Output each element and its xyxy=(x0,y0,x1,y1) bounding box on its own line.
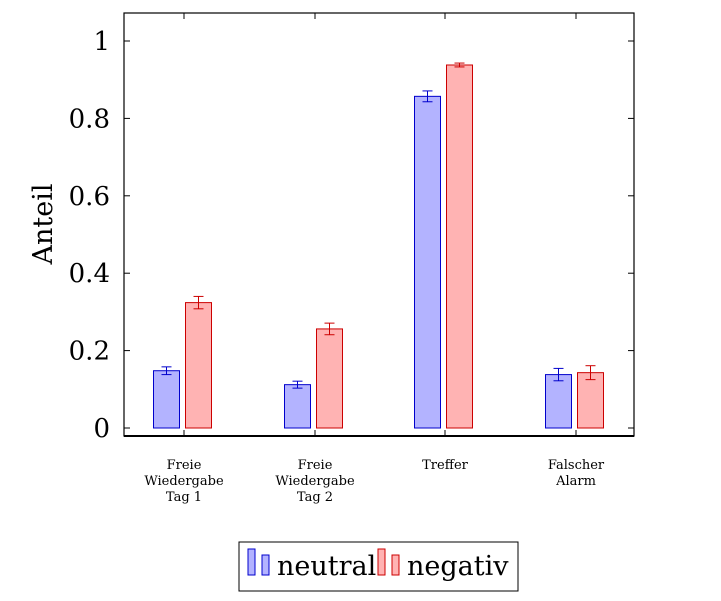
y-axis-label: Anteil xyxy=(28,184,59,266)
y-tick-label: 0.4 xyxy=(69,259,110,289)
category-label: Wiedergabe xyxy=(275,474,355,489)
x-axis-ticks xyxy=(183,13,577,436)
bar-neutral xyxy=(414,95,441,429)
category-label: Freie xyxy=(298,458,333,473)
bar-negativ xyxy=(577,372,604,429)
category-label: Tag 2 xyxy=(297,490,333,505)
legend: neutral negativ xyxy=(238,541,519,592)
bar-negativ xyxy=(185,302,212,429)
legend-swatch xyxy=(391,554,400,576)
y-tick-label: 0.8 xyxy=(69,104,110,134)
bar-neutral xyxy=(284,384,311,429)
legend-swatch xyxy=(377,548,386,576)
category-label: Alarm xyxy=(555,474,596,489)
y-axis-ticks: 0 0.2 0.4 0.6 0.8 1 xyxy=(69,27,634,444)
legend-label: neutral xyxy=(277,551,376,582)
bar-neutral xyxy=(153,370,180,429)
y-tick-label: 0 xyxy=(93,414,110,444)
y-tick-label: 1 xyxy=(93,27,110,57)
legend-items: neutral negativ xyxy=(247,548,509,582)
bar-negativ xyxy=(316,328,343,429)
bar-group xyxy=(153,62,604,429)
legend-label: negativ xyxy=(407,551,509,582)
bar-negativ xyxy=(446,64,473,429)
bar-neutral xyxy=(545,374,572,429)
category-label: Treffer xyxy=(422,458,469,473)
y-tick-label: 0.2 xyxy=(69,337,110,367)
category-label: Falscher xyxy=(548,458,605,473)
y-tick-label: 0.6 xyxy=(69,182,110,212)
legend-swatch xyxy=(261,554,270,576)
category-label: Freie xyxy=(167,458,202,473)
category-label: Tag 1 xyxy=(166,490,202,505)
legend-swatch xyxy=(247,548,256,576)
category-label: Wiedergabe xyxy=(144,474,224,489)
